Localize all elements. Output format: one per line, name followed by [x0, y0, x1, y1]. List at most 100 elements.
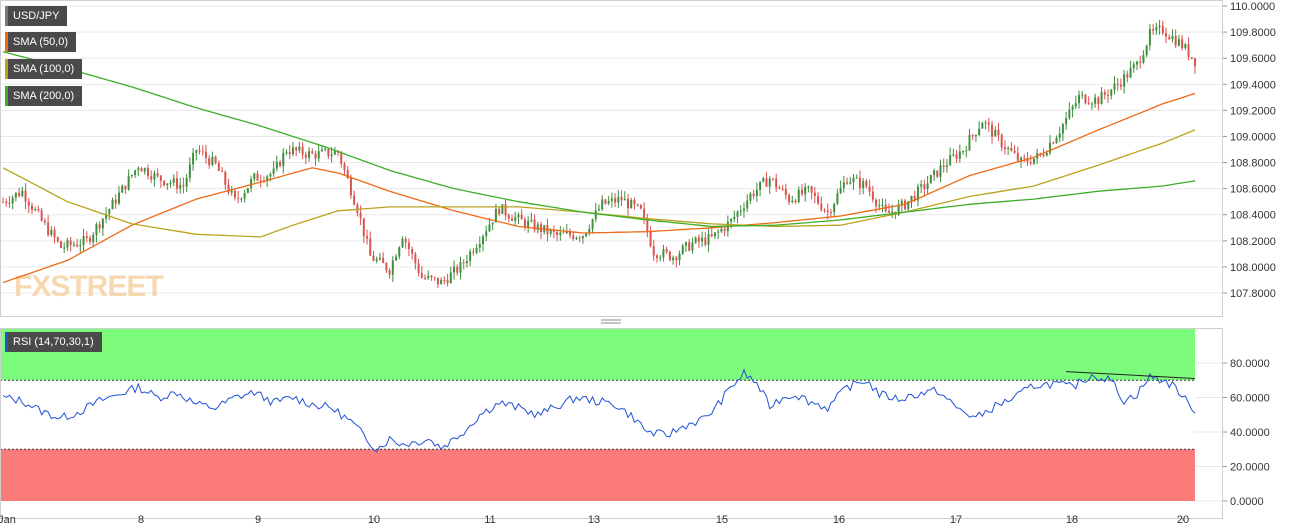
- candle: [604, 198, 607, 205]
- candle: [275, 155, 278, 172]
- candle: [649, 226, 652, 248]
- price-tick-label: 108.0000: [1230, 262, 1276, 274]
- candle-body: [214, 156, 217, 164]
- rsi-series: [2, 368, 1196, 453]
- candle-body: [27, 201, 30, 206]
- candle: [159, 175, 162, 188]
- candle: [156, 168, 159, 178]
- candle: [237, 190, 240, 204]
- candle-body: [298, 146, 301, 151]
- candle: [958, 144, 961, 163]
- candle: [498, 207, 501, 217]
- candle-body: [1065, 118, 1068, 125]
- candle-body: [791, 200, 794, 203]
- candle: [311, 148, 314, 155]
- symbol-label[interactable]: USD/JPY: [5, 6, 68, 26]
- candle: [1078, 90, 1081, 109]
- candle-body: [37, 209, 40, 211]
- candle-body: [607, 200, 610, 204]
- candle-body: [710, 234, 713, 237]
- candle-body: [66, 240, 69, 248]
- candle-body: [846, 182, 849, 184]
- candle: [955, 149, 958, 164]
- candle: [578, 235, 581, 243]
- candle-body: [314, 153, 317, 159]
- candle: [72, 241, 75, 248]
- candle: [101, 217, 104, 237]
- candle-body: [965, 150, 968, 152]
- candle: [829, 208, 832, 217]
- candle: [949, 147, 952, 167]
- candle: [633, 197, 636, 210]
- candle: [327, 148, 330, 159]
- candle-body: [759, 181, 762, 190]
- candle: [501, 204, 504, 215]
- sma50-label[interactable]: SMA (50,0): [5, 32, 77, 52]
- candle-body: [572, 235, 575, 239]
- candle-body: [1020, 157, 1023, 161]
- panel-splitter[interactable]: [601, 319, 621, 324]
- candle-body: [517, 214, 520, 218]
- candle-body: [498, 208, 501, 214]
- candle: [1097, 96, 1100, 111]
- candle: [291, 141, 294, 157]
- sma200-label[interactable]: SMA (200,0): [5, 86, 83, 106]
- candle: [1065, 112, 1068, 130]
- candle-body: [523, 219, 526, 227]
- candle: [875, 197, 878, 213]
- candle-body: [697, 237, 700, 242]
- candle: [813, 187, 816, 204]
- candle-body: [1087, 103, 1090, 105]
- candle: [366, 229, 369, 245]
- candle-body: [1000, 135, 1003, 148]
- candle-body: [1184, 44, 1187, 48]
- candle: [765, 172, 768, 187]
- candle-body: [668, 251, 671, 261]
- candle-body: [1129, 67, 1132, 78]
- candle-body: [221, 170, 224, 172]
- time-axis: Jan891011131516171820: [0, 514, 1189, 526]
- candle-body: [997, 129, 1000, 136]
- candle: [1129, 60, 1132, 79]
- candle: [424, 274, 427, 281]
- candle-body: [304, 154, 307, 158]
- candle-body: [1103, 92, 1106, 95]
- candle-body: [1061, 124, 1064, 134]
- sma100-label[interactable]: SMA (100,0): [5, 59, 83, 79]
- candle: [14, 192, 17, 202]
- candle-body: [127, 175, 130, 190]
- candle: [839, 180, 842, 195]
- candle: [98, 221, 101, 233]
- candle-body: [459, 262, 462, 273]
- candle-body: [536, 224, 539, 231]
- candle: [143, 167, 146, 175]
- candle: [1074, 95, 1077, 110]
- sma50-swatch: [5, 32, 8, 52]
- candle-body: [771, 178, 774, 180]
- sma-lines: [2, 51, 1196, 284]
- candle: [688, 238, 691, 252]
- candle: [974, 134, 977, 142]
- candle-body: [862, 180, 865, 189]
- sma100-swatch: [5, 59, 8, 79]
- candle: [1007, 146, 1010, 156]
- rsi-label[interactable]: RSI (14,70,30,1): [5, 332, 102, 352]
- sma100-text: SMA (100,0): [13, 63, 75, 75]
- candle-body: [469, 251, 472, 262]
- candle: [1113, 76, 1116, 95]
- candle: [978, 121, 981, 137]
- candle: [952, 148, 955, 157]
- candle-body: [598, 209, 600, 211]
- candle: [581, 235, 584, 244]
- candle: [565, 223, 568, 234]
- candle-body: [472, 251, 475, 253]
- candle-body: [301, 146, 304, 155]
- candle: [942, 158, 945, 173]
- candle-body: [169, 182, 172, 184]
- rsi-overbought-zone: [0, 328, 1195, 381]
- candle: [446, 273, 449, 287]
- candle: [923, 179, 926, 197]
- candle: [50, 226, 53, 237]
- candle: [668, 250, 671, 262]
